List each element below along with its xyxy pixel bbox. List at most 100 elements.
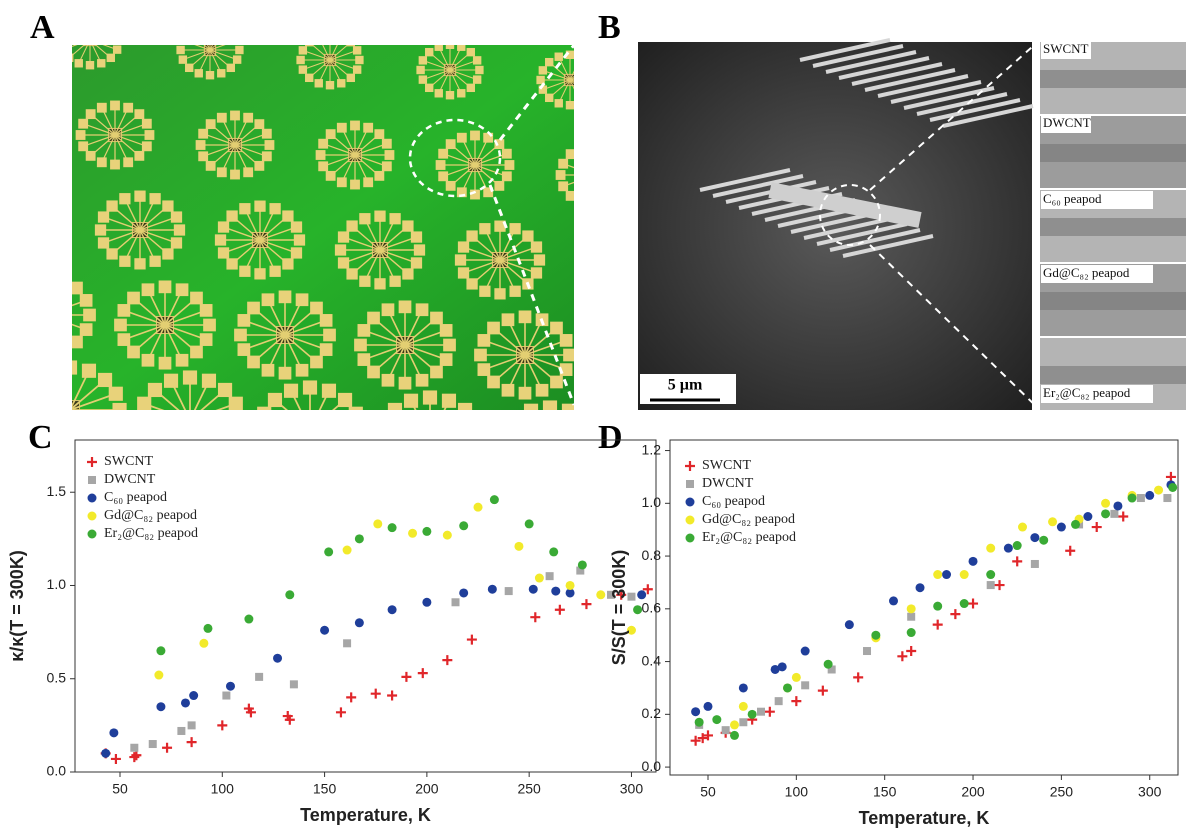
pad (70, 282, 83, 295)
tem-label: C₆₀ peapod (1043, 191, 1102, 206)
point (535, 574, 544, 583)
pad (14, 248, 25, 259)
pad (137, 429, 151, 443)
point (907, 613, 915, 621)
pad (455, 254, 466, 265)
lead (70, 410, 116, 426)
pad (0, 323, 10, 336)
lead (190, 420, 236, 436)
lead (0, 207, 20, 220)
point (863, 647, 871, 655)
pad (443, 339, 456, 352)
point (189, 691, 198, 700)
pad (114, 319, 127, 332)
pad (179, 36, 187, 44)
pad (98, 237, 109, 248)
point (474, 503, 483, 512)
point (101, 749, 110, 758)
point (1168, 483, 1177, 492)
pad (326, 31, 334, 39)
point (408, 529, 417, 538)
pad (374, 171, 384, 181)
pad (337, 177, 347, 187)
pad (322, 462, 336, 476)
pad (284, 384, 298, 398)
pad (550, 322, 563, 335)
point (1118, 511, 1128, 521)
pad (539, 66, 547, 74)
x-axis-label: Temperature, K (859, 808, 990, 828)
pad (315, 79, 323, 87)
point (343, 546, 352, 555)
lead (20, 189, 35, 220)
pad (183, 455, 197, 469)
point (824, 660, 833, 669)
point (1057, 523, 1066, 532)
y-tick-label: 1.5 (47, 483, 67, 499)
pad (176, 46, 184, 54)
pad (127, 346, 140, 359)
pad (446, 41, 454, 49)
lead (4, 315, 45, 330)
pad (337, 79, 345, 87)
point (156, 646, 165, 655)
pad (86, 61, 94, 69)
pad (269, 266, 280, 277)
legend-marker (88, 512, 97, 521)
pad (522, 230, 533, 241)
lead (155, 420, 190, 450)
point (529, 585, 538, 594)
pad (358, 353, 371, 366)
pad (599, 233, 610, 244)
x-tick-label: 300 (1138, 784, 1162, 800)
pad (438, 149, 448, 159)
pad (109, 387, 123, 401)
pad (134, 151, 144, 161)
lead (550, 450, 569, 489)
pad (502, 149, 512, 159)
point (791, 696, 801, 706)
legend-marker (686, 516, 695, 525)
point (960, 599, 969, 608)
pad (543, 400, 557, 414)
pad (505, 160, 515, 170)
point (373, 519, 382, 528)
legend-marker (88, 494, 97, 503)
lead (45, 315, 62, 350)
pad (109, 419, 123, 433)
chip (37, 307, 54, 324)
pad (458, 267, 469, 278)
legend-label: SWCNT (104, 454, 153, 469)
legend-label: Gd@C₈₂ peapod (702, 512, 795, 527)
point (459, 521, 468, 530)
lead (20, 196, 48, 220)
point (871, 631, 880, 640)
pad (118, 304, 131, 317)
point (703, 702, 712, 711)
pad (436, 160, 446, 170)
pad (318, 139, 328, 149)
point (722, 726, 730, 734)
pad (385, 150, 395, 160)
pad (190, 292, 203, 305)
pad (382, 374, 395, 387)
lead (430, 424, 476, 440)
lead (605, 270, 620, 301)
pad (416, 66, 424, 74)
pad (487, 376, 500, 389)
pad (497, 459, 511, 473)
pad (171, 211, 182, 222)
lead (592, 270, 620, 294)
pad (519, 387, 532, 400)
pad (542, 2, 549, 9)
pad (29, 246, 40, 257)
panel-label: A (30, 9, 55, 46)
pad (709, 437, 723, 451)
pad (494, 181, 504, 191)
point (845, 620, 854, 629)
pad (382, 139, 392, 149)
pad (202, 452, 216, 466)
pad (404, 472, 418, 486)
lead (550, 434, 596, 450)
